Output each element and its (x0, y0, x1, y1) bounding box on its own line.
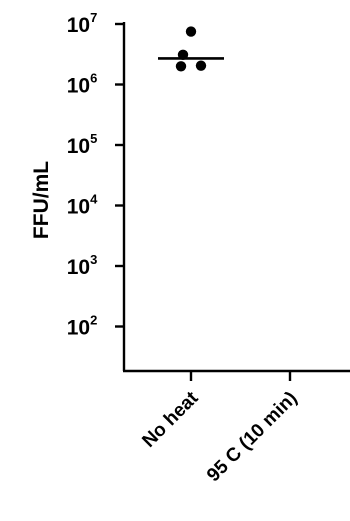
y-tick-label: 106 (67, 71, 98, 98)
x-axis: No heat 95 C (10 min) (123, 369, 350, 486)
y-tick-label-base: 10 (67, 256, 90, 279)
data-marks (158, 26, 224, 72)
data-point (195, 60, 207, 71)
y-tick-label-base: 10 (67, 196, 90, 219)
y-tick-label-base: 10 (67, 14, 90, 37)
data-point (175, 61, 187, 72)
y-tick-label-base: 10 (67, 317, 90, 340)
y-tick-label-exponent: 5 (90, 131, 97, 146)
y-tick-label-exponent: 4 (90, 192, 98, 207)
y-tick-label-exponent: 6 (90, 71, 97, 86)
y-tick-label-base: 10 (67, 135, 90, 158)
y-tick-label-exponent: 3 (90, 252, 97, 267)
y-tick-label-exponent: 2 (90, 313, 97, 328)
y-tick-label: 102 (67, 313, 98, 340)
data-point (185, 26, 197, 37)
y-axis-label: FFU/mL (30, 161, 53, 239)
x-category-label: No heat (138, 387, 203, 452)
y-tick-label: 105 (67, 131, 98, 158)
y-tick-label-exponent: 7 (90, 10, 97, 25)
y-tick-label-base: 10 (67, 75, 90, 98)
y-tick-label: 107 (67, 10, 98, 37)
y-tick-label: 104 (67, 192, 98, 219)
y-tick-label: 103 (67, 252, 98, 279)
x-category-label: 95 C (10 min) (203, 388, 301, 486)
